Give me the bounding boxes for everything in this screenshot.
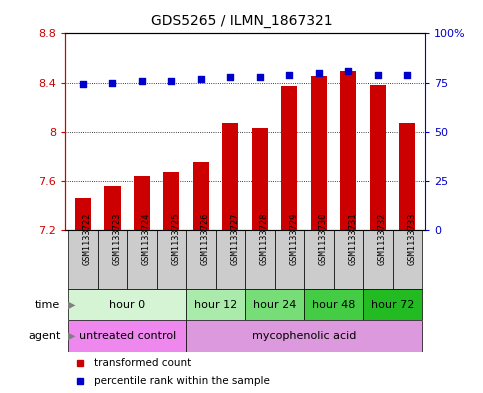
Point	[168, 77, 175, 84]
Point	[138, 77, 146, 84]
Bar	[156, 230, 186, 289]
Text: GSM1133722: GSM1133722	[83, 213, 92, 265]
Text: percentile rank within the sample: percentile rank within the sample	[94, 376, 270, 386]
Bar	[393, 230, 422, 289]
Text: hour 24: hour 24	[253, 299, 296, 310]
Point	[315, 70, 323, 76]
Text: ▶: ▶	[68, 331, 75, 341]
Bar	[68, 320, 186, 352]
Point	[197, 75, 205, 82]
Bar	[163, 172, 180, 230]
Bar	[193, 162, 209, 230]
Text: GSM1133728: GSM1133728	[260, 213, 269, 265]
Bar	[399, 123, 415, 230]
Bar	[275, 230, 304, 289]
Bar	[186, 320, 422, 352]
Text: GSM1133732: GSM1133732	[378, 213, 387, 265]
Point	[79, 81, 87, 88]
Bar	[370, 85, 386, 230]
Point	[374, 72, 382, 78]
Bar	[134, 176, 150, 230]
Bar	[98, 230, 127, 289]
Text: GSM1133725: GSM1133725	[171, 213, 180, 265]
Bar	[186, 289, 245, 320]
Text: GSM1133726: GSM1133726	[201, 213, 210, 265]
Bar	[311, 76, 327, 230]
Bar	[252, 128, 268, 230]
Bar	[215, 230, 245, 289]
Point	[344, 68, 352, 74]
Bar	[222, 123, 239, 230]
Text: ▶: ▶	[68, 299, 75, 310]
Text: GSM1133729: GSM1133729	[289, 213, 298, 265]
Bar	[75, 198, 91, 230]
Text: transformed count: transformed count	[94, 358, 191, 368]
Text: agent: agent	[28, 331, 60, 341]
Text: mycophenolic acid: mycophenolic acid	[252, 331, 356, 341]
Text: GSM1133731: GSM1133731	[348, 213, 357, 265]
Point	[285, 72, 293, 78]
Text: GDS5265 / ILMN_1867321: GDS5265 / ILMN_1867321	[151, 14, 332, 28]
Bar	[127, 230, 156, 289]
Bar	[334, 230, 363, 289]
Text: GSM1133727: GSM1133727	[230, 213, 240, 265]
Bar	[363, 289, 422, 320]
Bar	[281, 86, 298, 230]
Text: GSM1133724: GSM1133724	[142, 213, 151, 265]
Text: time: time	[35, 299, 60, 310]
Text: hour 12: hour 12	[194, 299, 237, 310]
Bar	[186, 230, 215, 289]
Bar	[245, 289, 304, 320]
Bar	[363, 230, 393, 289]
Bar	[68, 289, 186, 320]
Text: GSM1133723: GSM1133723	[113, 213, 121, 265]
Bar	[304, 289, 363, 320]
Text: GSM1133733: GSM1133733	[407, 213, 416, 265]
Text: hour 48: hour 48	[312, 299, 355, 310]
Text: GSM1133730: GSM1133730	[319, 213, 328, 265]
Text: hour 0: hour 0	[109, 299, 145, 310]
Bar	[245, 230, 275, 289]
Bar	[68, 230, 98, 289]
Bar	[104, 186, 120, 230]
Text: hour 72: hour 72	[371, 299, 414, 310]
Text: untreated control: untreated control	[79, 331, 176, 341]
Point	[403, 72, 411, 78]
Point	[227, 73, 234, 80]
Bar	[340, 72, 356, 230]
Point	[256, 73, 264, 80]
Point	[109, 79, 116, 86]
Bar	[304, 230, 334, 289]
